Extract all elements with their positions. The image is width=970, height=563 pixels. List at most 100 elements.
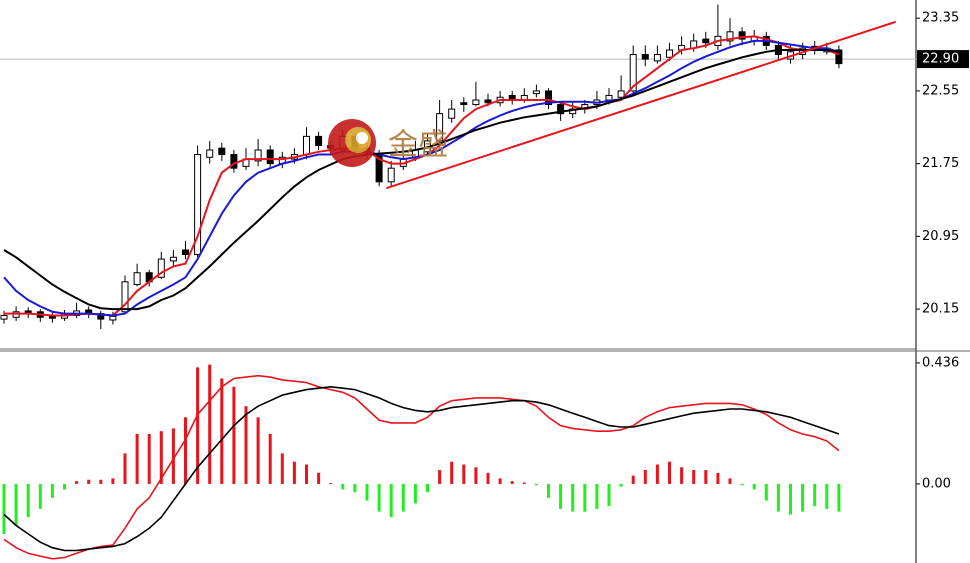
histogram-bar: [450, 461, 454, 484]
last-price-box: [917, 50, 969, 69]
histogram-bar: [534, 483, 538, 486]
candle-body: [738, 31, 746, 40]
histogram-bar: [752, 483, 756, 490]
histogram-bar: [619, 483, 623, 487]
candle-body: [157, 258, 165, 278]
histogram-bar: [329, 483, 333, 485]
histogram-bar: [426, 483, 429, 493]
candle-body: [641, 54, 649, 60]
histogram-bar: [789, 483, 792, 515]
histogram-bar: [14, 483, 18, 526]
candle-body: [218, 147, 226, 156]
last-price-label: 22.90: [922, 52, 959, 67]
histogram-bar: [220, 378, 224, 484]
watermark-text: 金盛: [388, 128, 448, 163]
candle-body: [545, 90, 552, 106]
histogram-bar: [401, 483, 405, 512]
histogram-bar: [716, 472, 720, 484]
histogram-bar: [438, 470, 442, 484]
y-tick-label: 20.95: [922, 229, 959, 244]
histogram-bar: [704, 470, 708, 484]
candle-body: [835, 49, 843, 65]
histogram-bar: [692, 470, 696, 484]
candle-body: [254, 149, 262, 162]
histogram-bar: [522, 482, 526, 484]
candle-body: [532, 90, 540, 95]
histogram-bar: [728, 478, 732, 484]
candle-body: [666, 49, 673, 58]
y-tick-label: 21.75: [922, 156, 959, 171]
candle-body: [266, 149, 274, 165]
y-tick-label: 0.00: [922, 476, 951, 491]
candle-body: [182, 249, 189, 256]
histogram-bar: [50, 483, 54, 498]
histogram-bar: [837, 483, 841, 512]
candle-body: [315, 135, 323, 146]
candle-body: [0, 314, 8, 320]
trendline: [386, 20, 897, 190]
histogram-bar: [764, 483, 768, 501]
moving-average-line: [3, 39, 840, 317]
candle-body: [702, 38, 710, 44]
histogram-bar: [510, 481, 514, 484]
histogram-bar: [292, 461, 296, 484]
logo-dot: [356, 132, 368, 144]
histogram-bar: [547, 483, 550, 498]
y-tick-label: 0.436: [922, 355, 959, 370]
candle-body: [484, 99, 492, 104]
histogram-bar: [317, 472, 321, 484]
histogram-bar: [99, 479, 103, 484]
histogram-bar: [123, 453, 127, 484]
histogram-bar: [135, 433, 139, 484]
histogram-bar: [232, 386, 236, 484]
candle-body: [303, 135, 310, 156]
candle-body: [230, 154, 238, 169]
histogram-bar: [208, 364, 212, 484]
histogram-bar: [184, 417, 187, 484]
histogram-bar: [668, 461, 671, 484]
histogram-bar: [341, 483, 345, 490]
histogram-bar: [26, 483, 30, 518]
histogram-bar: [2, 483, 6, 534]
candle-body: [726, 31, 734, 42]
histogram-bar: [87, 479, 91, 484]
histogram-bar: [244, 406, 248, 484]
histogram-bar: [583, 483, 587, 512]
candle-body: [436, 113, 444, 142]
candle-body: [460, 102, 468, 106]
candle-body: [387, 167, 395, 183]
histogram-bar: [75, 481, 79, 484]
histogram-bar: [280, 453, 284, 484]
histogram-bar: [159, 431, 163, 484]
histogram-bar: [111, 478, 115, 484]
histogram-bar: [256, 417, 260, 484]
histogram-bar: [38, 483, 42, 509]
candle-body: [121, 281, 129, 313]
candle-body: [605, 94, 613, 101]
candle-body: [133, 272, 141, 286]
histogram-bar: [147, 433, 151, 484]
y-tick-label: 22.55: [922, 83, 959, 98]
histogram-bar: [740, 483, 744, 486]
histogram-bar: [776, 483, 780, 512]
histogram-bar: [631, 475, 635, 484]
macd-line: [3, 374, 840, 560]
candle-body: [169, 256, 177, 262]
candle-body: [194, 154, 202, 256]
histogram-bar: [498, 478, 502, 484]
histogram-bar: [825, 483, 829, 509]
histogram-bar: [571, 483, 575, 512]
candle-body: [109, 315, 117, 321]
histogram-bar: [559, 483, 563, 509]
histogram-bar: [171, 428, 175, 484]
histogram-bar: [680, 467, 684, 484]
histogram-bar: [377, 483, 381, 512]
histogram-bar: [305, 464, 308, 484]
candle-body: [629, 54, 637, 92]
moving-average-line: [3, 49, 840, 311]
histogram-bar: [268, 433, 272, 484]
y-tick-label: 23.35: [922, 11, 959, 26]
histogram-bar: [389, 483, 393, 518]
